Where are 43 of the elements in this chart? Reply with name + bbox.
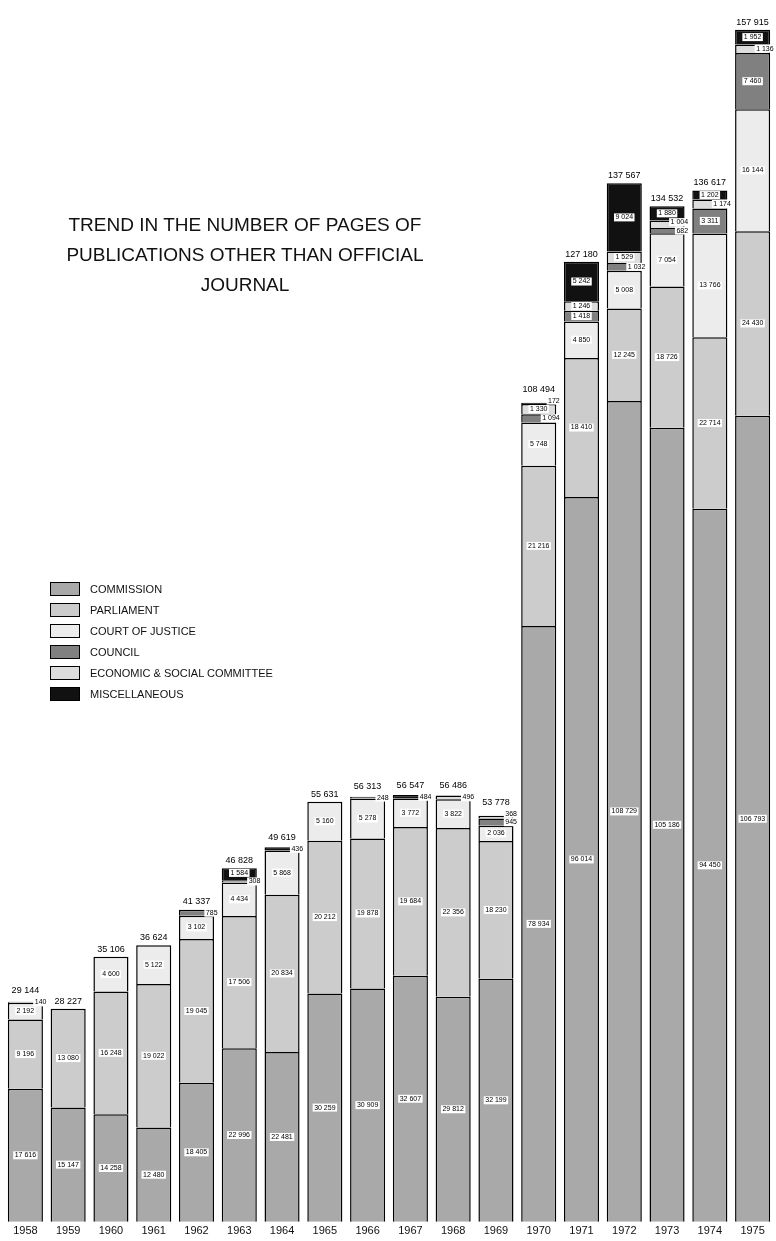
- x-tick-label: 1966: [355, 1224, 380, 1237]
- x-tick-label: 1967: [398, 1224, 423, 1237]
- x-tick-label: 1965: [312, 1224, 338, 1237]
- x-tick-label: 1958: [13, 1224, 38, 1237]
- legend-label: MISCELLANEOUS: [90, 687, 184, 700]
- total-label: 56 547: [396, 779, 425, 790]
- total-label: 41 337: [182, 895, 211, 906]
- x-tick-label: 1974: [697, 1224, 723, 1237]
- x-tick-label: 1959: [55, 1224, 81, 1237]
- total-label: 36 624: [139, 932, 168, 943]
- x-tick-label: 1971: [569, 1224, 594, 1237]
- total-label: 49 619: [268, 831, 296, 842]
- x-tick-label: 1969: [483, 1224, 509, 1237]
- legend-label: PARLIAMENT: [90, 603, 160, 616]
- total-label: 29 144: [11, 985, 40, 996]
- x-tick-label: 1970: [526, 1224, 551, 1237]
- x-tick-label: 1973: [654, 1224, 680, 1237]
- total-label: 127 180: [565, 248, 598, 259]
- x-tick-label: 1961: [141, 1224, 166, 1237]
- total-label: 35 106: [97, 943, 125, 954]
- x-tick-label: 1960: [98, 1224, 124, 1237]
- total-label: 137 567: [608, 170, 641, 181]
- x-tick-label: 1963: [227, 1224, 252, 1237]
- legend-label: COUNCIL: [90, 645, 140, 658]
- total-label: 55 631: [311, 788, 339, 799]
- total-label: 134 532: [650, 193, 684, 204]
- x-tick-label: 1962: [184, 1224, 209, 1237]
- x-tick-label: 1975: [740, 1224, 765, 1237]
- total-label: 136 617: [693, 177, 727, 188]
- total-label: 157 915: [736, 16, 769, 27]
- legend-label: ECONOMIC & SOCIAL COMMITTEE: [90, 666, 273, 679]
- total-label: 53 778: [482, 796, 510, 807]
- x-tick-label: 1968: [440, 1224, 466, 1237]
- x-tick-label: 1964: [269, 1224, 295, 1237]
- total-label: 108 494: [522, 383, 555, 394]
- text: TREND IN THE NUMBER OF PAGES OF PUBLICATIONS OTHER THAN OFFICIAL JOURNAL: [65, 213, 425, 297]
- legend-label: COMMISSION: [90, 582, 163, 595]
- x-tick-label: 1972: [612, 1224, 637, 1237]
- total-label: 56 486: [439, 780, 467, 791]
- total-label: 46 828: [225, 855, 254, 866]
- legend-label: COURT OF JUSTICE: [90, 624, 196, 637]
- total-label: 28 227: [54, 995, 82, 1006]
- total-label: 56 313: [353, 780, 382, 791]
